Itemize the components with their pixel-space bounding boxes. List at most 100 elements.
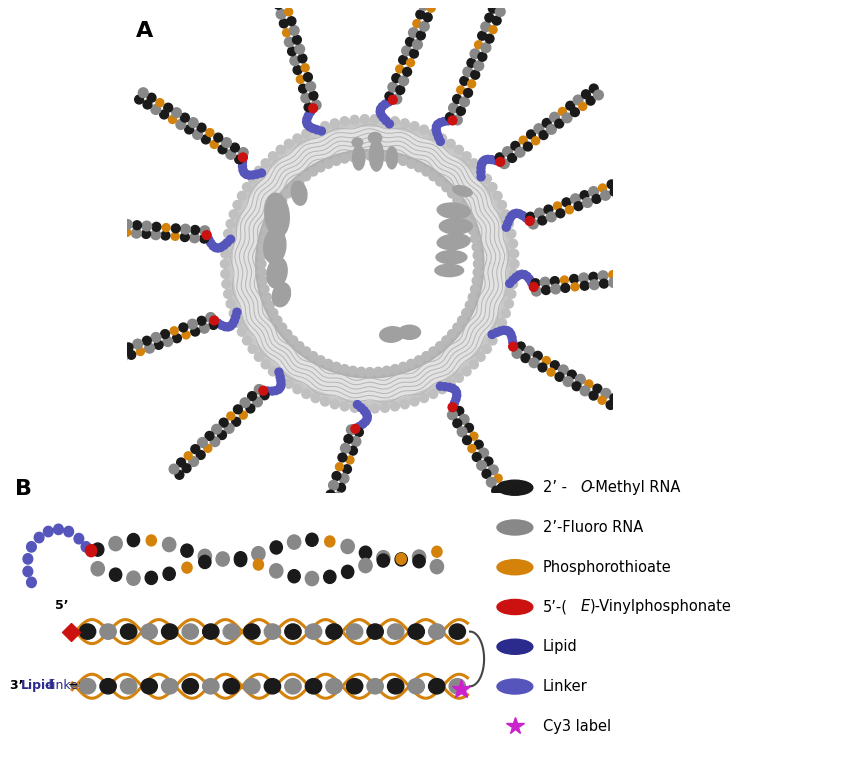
Circle shape bbox=[350, 120, 357, 127]
Circle shape bbox=[547, 369, 555, 376]
Circle shape bbox=[525, 217, 534, 225]
Ellipse shape bbox=[399, 325, 421, 339]
Circle shape bbox=[241, 169, 248, 177]
Circle shape bbox=[420, 125, 428, 134]
Text: Phosphorothioate: Phosphorothioate bbox=[543, 560, 672, 574]
Circle shape bbox=[478, 346, 485, 354]
Circle shape bbox=[205, 235, 212, 243]
Text: E: E bbox=[581, 600, 590, 614]
Circle shape bbox=[381, 100, 389, 108]
Circle shape bbox=[471, 284, 479, 294]
Circle shape bbox=[432, 546, 442, 557]
Circle shape bbox=[306, 534, 318, 547]
Circle shape bbox=[551, 284, 560, 294]
Circle shape bbox=[235, 155, 244, 163]
Circle shape bbox=[510, 259, 519, 268]
Circle shape bbox=[156, 99, 164, 106]
Circle shape bbox=[547, 212, 556, 222]
Circle shape bbox=[227, 236, 235, 244]
Circle shape bbox=[409, 158, 416, 166]
Circle shape bbox=[385, 92, 394, 101]
Circle shape bbox=[523, 272, 531, 280]
Circle shape bbox=[360, 546, 371, 559]
Circle shape bbox=[122, 220, 133, 229]
Circle shape bbox=[273, 200, 281, 208]
Circle shape bbox=[390, 402, 400, 411]
Circle shape bbox=[283, 189, 292, 198]
Circle shape bbox=[372, 150, 380, 157]
Circle shape bbox=[555, 120, 564, 128]
Circle shape bbox=[505, 299, 513, 308]
Circle shape bbox=[260, 284, 269, 294]
Circle shape bbox=[470, 49, 480, 59]
Circle shape bbox=[226, 150, 235, 160]
Circle shape bbox=[391, 368, 399, 375]
Circle shape bbox=[256, 270, 264, 277]
Circle shape bbox=[214, 244, 222, 252]
Circle shape bbox=[445, 183, 453, 190]
Circle shape bbox=[504, 292, 511, 300]
Circle shape bbox=[489, 329, 496, 337]
Circle shape bbox=[363, 415, 371, 423]
Ellipse shape bbox=[380, 327, 404, 342]
Circle shape bbox=[403, 364, 411, 372]
Circle shape bbox=[254, 346, 262, 354]
Circle shape bbox=[132, 228, 141, 238]
Circle shape bbox=[417, 392, 425, 399]
Circle shape bbox=[456, 86, 465, 94]
Circle shape bbox=[399, 362, 408, 371]
Circle shape bbox=[335, 366, 343, 373]
Circle shape bbox=[450, 188, 457, 195]
Circle shape bbox=[237, 201, 245, 209]
Circle shape bbox=[347, 425, 356, 435]
Circle shape bbox=[647, 266, 655, 274]
Circle shape bbox=[471, 226, 479, 234]
Circle shape bbox=[476, 273, 483, 280]
Circle shape bbox=[410, 122, 419, 130]
Circle shape bbox=[524, 346, 534, 356]
Circle shape bbox=[276, 150, 284, 158]
Circle shape bbox=[476, 167, 485, 175]
Circle shape bbox=[473, 276, 481, 285]
Circle shape bbox=[301, 170, 309, 178]
Circle shape bbox=[269, 367, 277, 376]
Circle shape bbox=[298, 348, 306, 355]
Circle shape bbox=[366, 402, 373, 409]
Circle shape bbox=[270, 156, 278, 163]
Circle shape bbox=[475, 241, 482, 249]
Circle shape bbox=[247, 392, 257, 400]
Circle shape bbox=[326, 157, 333, 165]
Circle shape bbox=[463, 89, 473, 97]
Circle shape bbox=[331, 400, 339, 409]
Circle shape bbox=[222, 280, 230, 288]
Circle shape bbox=[264, 217, 272, 224]
Circle shape bbox=[478, 160, 485, 168]
Circle shape bbox=[497, 600, 533, 614]
Circle shape bbox=[182, 562, 192, 573]
Circle shape bbox=[431, 170, 439, 178]
Circle shape bbox=[483, 340, 490, 347]
Circle shape bbox=[152, 222, 161, 231]
Ellipse shape bbox=[369, 140, 383, 171]
Circle shape bbox=[297, 137, 304, 144]
Circle shape bbox=[463, 208, 471, 216]
Circle shape bbox=[23, 566, 32, 577]
Circle shape bbox=[394, 122, 401, 129]
Circle shape bbox=[306, 82, 315, 91]
Circle shape bbox=[357, 367, 366, 376]
Circle shape bbox=[526, 212, 535, 221]
Circle shape bbox=[477, 164, 485, 172]
Circle shape bbox=[151, 105, 161, 114]
Circle shape bbox=[340, 154, 348, 163]
Circle shape bbox=[607, 180, 616, 189]
Circle shape bbox=[276, 145, 285, 154]
Circle shape bbox=[428, 4, 435, 12]
Circle shape bbox=[472, 229, 479, 237]
Circle shape bbox=[442, 379, 450, 386]
Text: )-Vinylphosphonate: )-Vinylphosphonate bbox=[590, 600, 732, 614]
Circle shape bbox=[374, 367, 382, 376]
Circle shape bbox=[471, 234, 479, 243]
Circle shape bbox=[286, 377, 294, 384]
Circle shape bbox=[449, 403, 456, 411]
Circle shape bbox=[462, 206, 470, 214]
